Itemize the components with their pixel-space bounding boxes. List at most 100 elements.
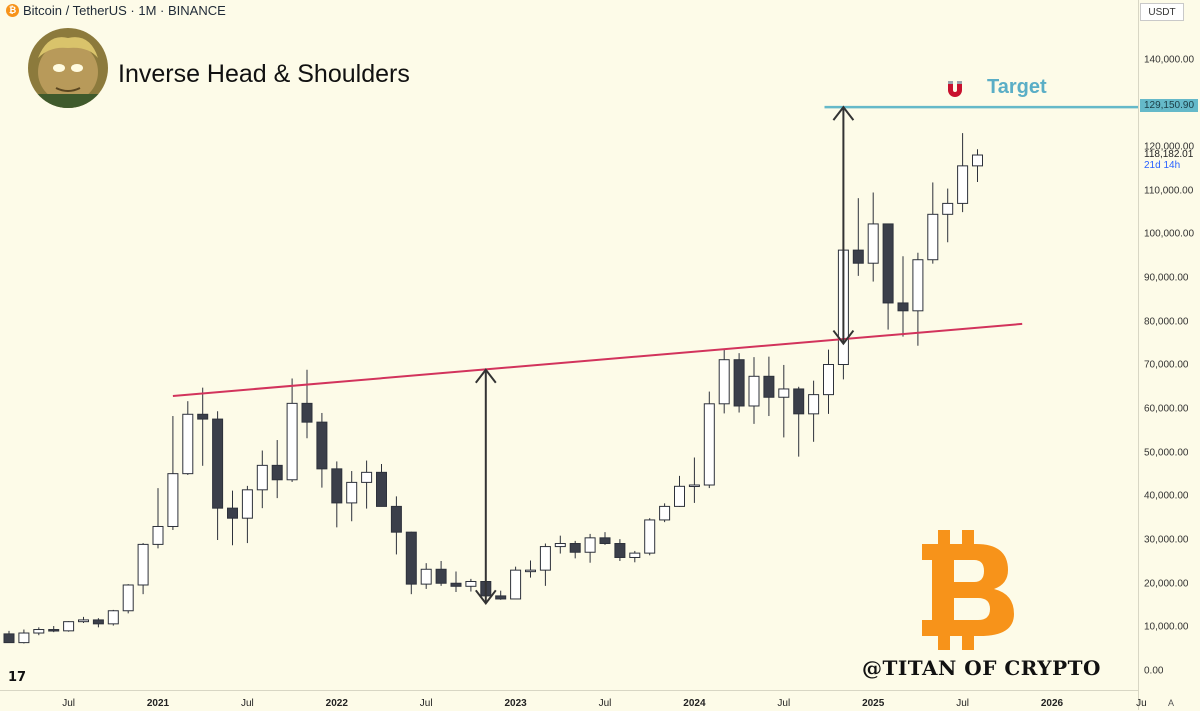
current-price-label: 118,182.01 <box>1144 149 1194 160</box>
candle <box>688 457 700 503</box>
candle <box>63 621 75 632</box>
time-tick-label: Jul <box>419 698 433 709</box>
arrow-head-down <box>832 329 855 346</box>
candle <box>405 531 417 595</box>
candle-body <box>63 621 75 632</box>
measured-move-arrow[interactable] <box>832 105 855 346</box>
auto-scale-button[interactable]: A <box>1167 698 1174 708</box>
candle <box>167 416 179 530</box>
candle <box>629 550 641 563</box>
symbol-title[interactable]: Bitcoin / TetherUS · 1M · BINANCE <box>23 3 226 18</box>
candle <box>614 539 626 561</box>
candle-body <box>852 249 864 264</box>
candle-body <box>778 388 790 398</box>
candle-body <box>927 213 939 261</box>
candle-body <box>599 537 611 545</box>
candle-body <box>629 552 641 558</box>
candle <box>703 391 715 489</box>
price-tick-label: 10,000.00 <box>1144 621 1189 633</box>
candle-body <box>122 584 134 612</box>
candle <box>48 626 60 633</box>
price-tick-label: 70,000.00 <box>1144 359 1189 371</box>
candle-body <box>897 302 909 312</box>
candle-body <box>495 595 507 600</box>
price-tick-label: 120,000.00 <box>1144 141 1195 153</box>
candle <box>182 401 194 475</box>
time-tick-label: 2021 <box>146 698 170 709</box>
price-tick-label: 140,000.00 <box>1144 54 1195 66</box>
candle <box>376 464 387 507</box>
candle <box>152 488 164 549</box>
time-tick-label: Jul <box>956 698 969 709</box>
candle-body <box>256 464 268 491</box>
candle <box>3 630 15 644</box>
candle-body <box>525 569 536 573</box>
candle-body <box>167 473 179 527</box>
candle-body <box>376 471 387 507</box>
price-tick-label: 60,000.00 <box>1144 403 1189 415</box>
candle-body <box>614 543 626 558</box>
time-tick-label: Jul <box>777 698 791 709</box>
candle <box>897 256 909 337</box>
candle <box>823 349 834 414</box>
candle <box>942 188 954 243</box>
candlestick-chart[interactable] <box>0 0 1138 690</box>
candle <box>331 461 343 528</box>
candle <box>18 629 30 644</box>
measured-move-arrow[interactable] <box>475 368 497 605</box>
price-tick-label: 50,000.00 <box>1144 447 1189 459</box>
candle <box>465 578 477 592</box>
arrow-head-up <box>475 368 497 384</box>
price-axis[interactable] <box>1138 0 1200 710</box>
candle <box>793 386 805 457</box>
candle-body <box>644 519 656 554</box>
time-tick-label: 2023 <box>504 698 527 709</box>
chart-title: Inverse Head & Shoulders <box>118 60 410 88</box>
candle-body <box>688 484 700 488</box>
price-tick-label: 80,000.00 <box>1144 316 1189 328</box>
candle <box>450 571 462 592</box>
candle <box>361 460 373 509</box>
candle-body <box>3 633 15 644</box>
candle <box>674 475 685 507</box>
candle <box>137 543 149 595</box>
candle <box>554 535 566 554</box>
candle-body <box>972 154 983 167</box>
candle-body <box>569 543 581 553</box>
candle <box>420 563 432 589</box>
time-tick-label: 2022 <box>325 698 348 709</box>
time-axis[interactable] <box>0 690 1138 711</box>
candle-body <box>882 223 894 304</box>
arrow-head-down <box>475 589 497 605</box>
candle-body <box>808 394 820 415</box>
candle <box>718 348 730 414</box>
candle <box>778 364 790 438</box>
candle-body <box>33 629 45 634</box>
avatar-image <box>28 28 108 108</box>
time-tick-label: Jul <box>62 698 75 709</box>
candle <box>301 369 313 439</box>
watermark: @TITAN OF CRYPTO <box>862 656 1101 680</box>
candle <box>748 357 760 424</box>
candle <box>808 380 820 442</box>
candle <box>286 378 298 482</box>
candle-body <box>271 464 283 481</box>
avatar <box>28 28 108 108</box>
candle-body <box>539 546 551 571</box>
bitcoin-logo-icon: ₿ <box>6 4 19 17</box>
neckline[interactable] <box>172 322 1023 397</box>
candle-body <box>197 413 209 420</box>
tradingview-logo-icon[interactable]: 17 <box>8 670 27 685</box>
candle <box>912 252 924 346</box>
candle <box>584 533 596 563</box>
candle-body <box>942 202 954 215</box>
candle <box>92 618 104 628</box>
price-tick-label: 110,000.00 <box>1144 185 1194 197</box>
candle-body <box>763 375 775 398</box>
candle-body <box>510 569 522 600</box>
candle <box>227 490 238 546</box>
candle-body <box>420 568 432 585</box>
candle-body <box>554 543 566 548</box>
currency-selector[interactable]: USDT <box>1140 3 1184 21</box>
candle <box>972 149 983 183</box>
